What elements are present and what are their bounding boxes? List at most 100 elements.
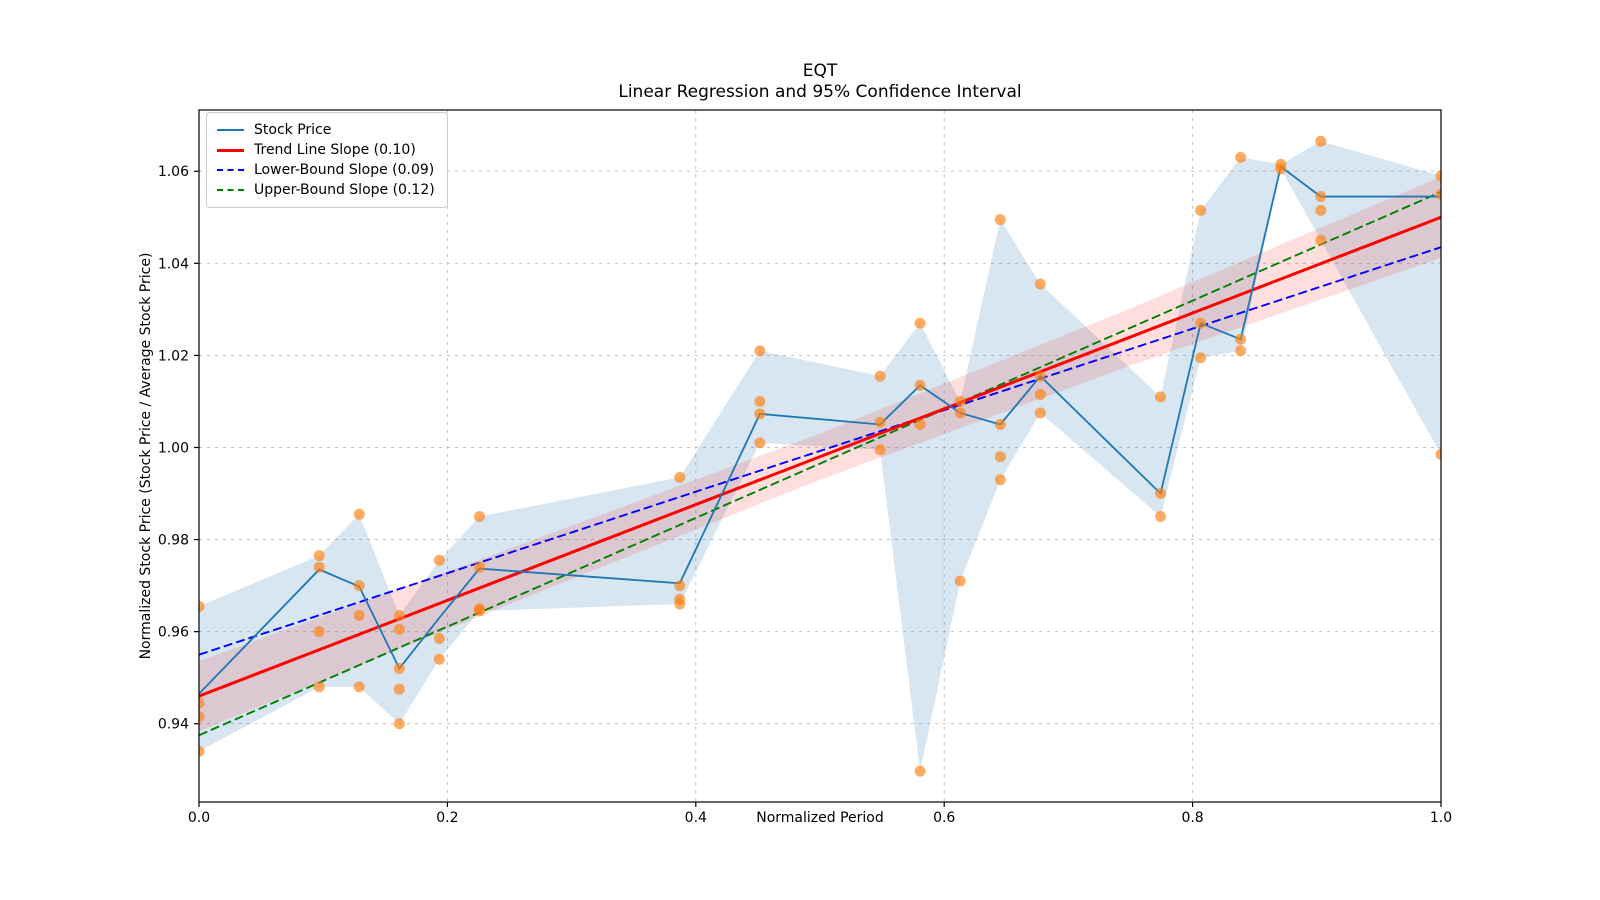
scatter-point <box>393 610 405 622</box>
scatter-point <box>1155 391 1167 403</box>
y-tick-label: 0.96 <box>158 625 189 641</box>
scatter-point <box>353 580 365 592</box>
y-tick-label: 1.02 <box>158 348 189 364</box>
scatter-point <box>1435 188 1441 200</box>
scatter-point <box>393 623 405 635</box>
confidence-band <box>199 176 1441 732</box>
scatter-point <box>954 407 966 419</box>
scatter-point <box>994 451 1006 463</box>
scatter-point <box>1435 448 1441 460</box>
scatter-point <box>433 633 445 645</box>
scatter-point <box>754 408 766 420</box>
legend-sample-line <box>217 148 244 152</box>
legend-label: Lower-Bound Slope (0.09) <box>254 162 435 178</box>
plot-contents <box>199 135 1441 777</box>
scatter-point <box>473 561 485 573</box>
scatter-point <box>353 681 365 693</box>
scatter-point <box>994 214 1006 226</box>
trend-line <box>199 215 1441 698</box>
scatter-point <box>874 416 886 428</box>
legend-sample-line <box>217 189 244 191</box>
stock-minmax-band <box>199 141 1441 772</box>
scatter-point <box>1315 191 1327 203</box>
y-axis-label: Normalized Stock Price (Stock Price / Av… <box>138 252 154 660</box>
scatter-point <box>433 653 445 665</box>
scatter-point <box>313 561 325 573</box>
scatter-point <box>1155 488 1167 500</box>
scatter-point <box>1034 278 1046 290</box>
scatter-point <box>674 471 686 483</box>
scatter-point <box>1034 389 1046 401</box>
scatter-point <box>1315 234 1327 246</box>
scatter-point <box>313 626 325 638</box>
y-tick-label: 1.00 <box>158 440 189 456</box>
scatter-point <box>313 681 325 693</box>
chart-title: EQT <box>802 61 838 81</box>
scatter-point <box>754 395 766 407</box>
lower-bound-line <box>199 246 1441 656</box>
scatter-point <box>393 662 405 674</box>
title-block: EQT Linear Regression and 95% Confidence… <box>199 61 1441 103</box>
legend-item: Upper-Bound Slope (0.12) <box>217 180 435 200</box>
scatter-point <box>914 765 926 777</box>
x-axis-label: Normalized Period <box>756 810 884 826</box>
x-tick-label: 0.8 <box>1181 810 1203 826</box>
scatter-point <box>874 444 886 456</box>
legend: Stock Price Trend Line Slope (0.10) Lower-… <box>206 112 448 208</box>
legend-sample-line <box>217 169 244 171</box>
legend-item: Stock Price <box>217 120 435 140</box>
scatter-point <box>199 697 205 709</box>
scatter-point <box>199 600 205 612</box>
x-tick-label: 0.4 <box>685 810 707 826</box>
x-tick-label: 0.6 <box>933 810 955 826</box>
scatter-point <box>1235 345 1247 357</box>
legend-item: Trend Line Slope (0.10) <box>217 140 435 160</box>
x-tick-label: 0.2 <box>436 810 458 826</box>
scatter-point <box>199 745 205 757</box>
scatter-point <box>1195 352 1207 364</box>
scatter-point <box>1315 135 1327 147</box>
scatter-point <box>1435 170 1441 182</box>
scatter-point <box>754 437 766 449</box>
y-tick-label: 1.06 <box>158 164 189 180</box>
scatter-point <box>313 550 325 562</box>
legend-item: Lower-Bound Slope (0.09) <box>217 160 435 180</box>
scatter-point <box>1034 407 1046 419</box>
scatter-point <box>994 474 1006 486</box>
scatter-point <box>393 683 405 695</box>
scatter-point <box>994 418 1006 430</box>
scatter-point <box>473 511 485 523</box>
scatter-point <box>954 395 966 407</box>
legend-label: Stock Price <box>254 122 332 138</box>
scatter-point <box>199 711 205 723</box>
legend-sample-line <box>217 129 244 131</box>
scatter-point <box>1235 333 1247 345</box>
scatter-point <box>1034 370 1046 382</box>
y-tick-label: 0.98 <box>158 533 189 549</box>
scatter-point <box>914 379 926 391</box>
scatter-point <box>874 370 886 382</box>
scatter-point <box>393 718 405 730</box>
x-tick-label: 1.0 <box>1430 810 1452 826</box>
chart-subtitle: Linear Regression and 95% Confidence Int… <box>618 82 1022 102</box>
scatter-point <box>1315 204 1327 216</box>
scatter-point <box>433 554 445 566</box>
upper-bound-line <box>199 191 1441 737</box>
scatter-point <box>914 418 926 430</box>
scatter-point <box>1155 511 1167 523</box>
axes-frame <box>198 109 1442 803</box>
y-tick-label: 0.94 <box>158 717 189 733</box>
scatter-point <box>674 580 686 592</box>
scatter-point <box>1195 204 1207 216</box>
scatter-point <box>954 575 966 587</box>
scatter-point <box>914 317 926 329</box>
scatter-point <box>353 508 365 520</box>
scatter-point <box>1195 317 1207 329</box>
legend-label: Upper-Bound Slope (0.12) <box>254 182 435 198</box>
y-tick-label: 1.04 <box>158 256 189 272</box>
x-tick-label: 0.0 <box>188 810 210 826</box>
scatter-point <box>473 605 485 617</box>
scatter-point <box>754 345 766 357</box>
